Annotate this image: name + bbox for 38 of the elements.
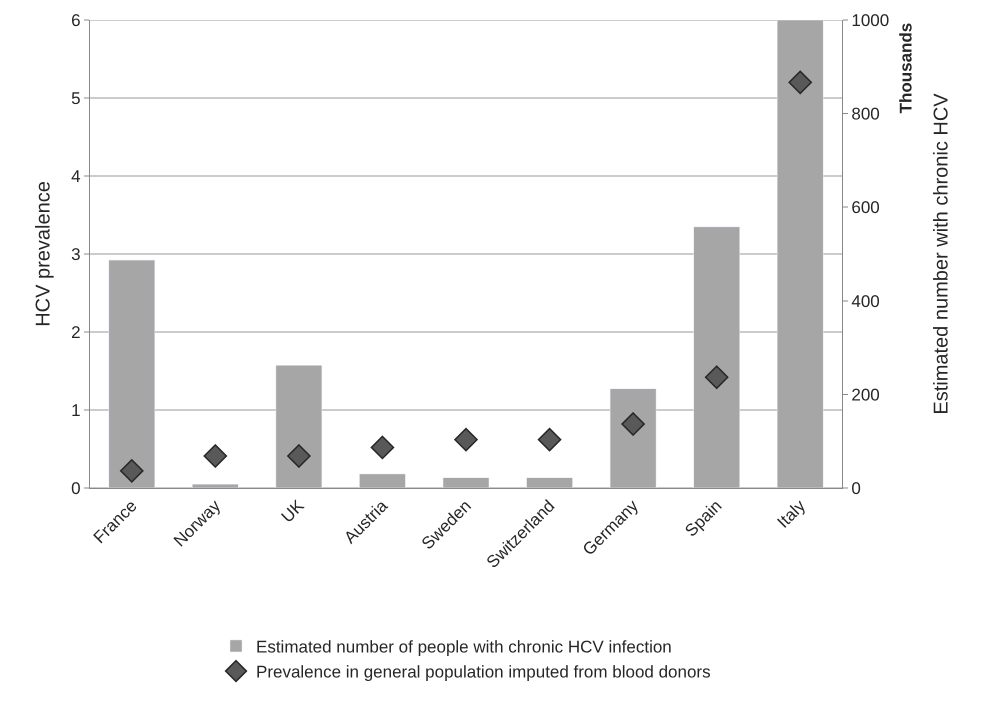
y-tick-label: 3 <box>71 244 81 264</box>
y2-tick-label: 200 <box>851 385 880 404</box>
y-tick-label: 4 <box>71 166 81 186</box>
point <box>287 444 311 468</box>
point <box>704 365 728 390</box>
legend-label: Prevalence in general population imputed from blood donors <box>256 662 711 682</box>
bar <box>776 20 824 488</box>
bar <box>108 260 156 488</box>
text: Thousands <box>896 22 916 114</box>
y-axis-title: HCV prevalence <box>32 181 55 327</box>
y-tick-label: 1 <box>71 400 81 420</box>
legend-label: Estimated number of people with chronic HCV infection <box>256 638 672 657</box>
point <box>454 428 478 452</box>
point <box>621 412 645 436</box>
y2-tick-label: 1000 <box>851 10 890 30</box>
x-tick-label: UK <box>278 496 308 526</box>
point <box>538 428 562 452</box>
y-tick-label: 2 <box>71 322 81 342</box>
point <box>204 444 228 468</box>
y-tick-label: 0 <box>71 478 81 498</box>
bar <box>610 388 656 488</box>
x-tick-label: Italy <box>774 496 810 532</box>
y2-tick-label: 600 <box>851 198 880 218</box>
bar <box>359 474 406 488</box>
y2-axis-title: Estimated number with chronic HCV <box>930 92 953 415</box>
y2-tick-label: 0 <box>851 478 861 498</box>
bar <box>442 477 490 488</box>
bar <box>192 484 239 488</box>
point <box>370 436 394 460</box>
point <box>120 459 144 483</box>
y2-tick-label: 800 <box>851 104 880 124</box>
y2-tick-label: 400 <box>851 292 880 311</box>
y-tick-label: 6 <box>71 10 81 30</box>
y-tick-label: 5 <box>71 88 81 108</box>
bar <box>693 226 740 488</box>
bar <box>276 365 322 488</box>
point <box>788 70 812 94</box>
bar <box>526 477 573 488</box>
